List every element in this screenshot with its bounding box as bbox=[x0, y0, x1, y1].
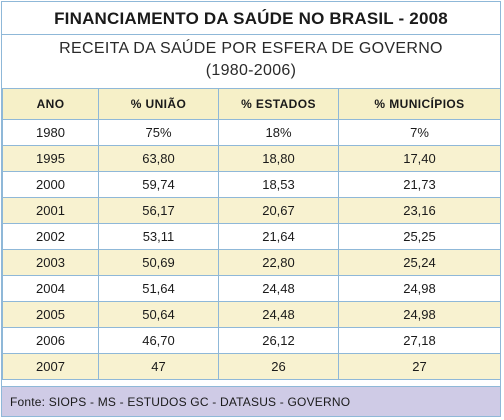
subtitle-line-2: (1980-2006) bbox=[205, 62, 297, 79]
cell-estados: 21,64 bbox=[218, 223, 339, 250]
cell-uniao: 53,11 bbox=[98, 223, 219, 250]
column-header-municipios: % MUNICÍPIOS bbox=[338, 88, 501, 120]
cell-uniao: 47 bbox=[98, 353, 219, 380]
cell-ano: 2004 bbox=[2, 275, 99, 302]
cell-ano: 2005 bbox=[2, 301, 99, 328]
cell-municipios: 25,24 bbox=[338, 249, 501, 276]
table-row: 1980 75% 18% 7% bbox=[2, 119, 501, 146]
cell-uniao: 50,69 bbox=[98, 249, 219, 276]
cell-municipios: 21,73 bbox=[338, 171, 501, 198]
cell-uniao: 46,70 bbox=[98, 327, 219, 354]
table-row: 2006 46,70 26,12 27,18 bbox=[2, 327, 501, 354]
cell-estados: 18% bbox=[218, 119, 339, 146]
cell-ano: 2001 bbox=[2, 197, 99, 224]
cell-estados: 26,12 bbox=[218, 327, 339, 354]
document-title: FINANCIAMENTO DA SAÚDE NO BRASIL - 2008 bbox=[2, 2, 500, 35]
source-footer: Fonte: SIOPS - MS - ESTUDOS GC - DATASUS… bbox=[2, 386, 500, 416]
revenue-table: ANO % UNIÃO % ESTADOS % MUNICÍPIOS 1980 … bbox=[2, 88, 501, 380]
table-row: 2007 47 26 27 bbox=[2, 353, 501, 380]
table-row: 2003 50,69 22,80 25,24 bbox=[2, 249, 501, 276]
cell-ano: 2002 bbox=[2, 223, 99, 250]
cell-estados: 18,53 bbox=[218, 171, 339, 198]
cell-municipios: 27 bbox=[338, 353, 501, 380]
table-row: 2001 56,17 20,67 23,16 bbox=[2, 197, 501, 224]
cell-municipios: 27,18 bbox=[338, 327, 501, 354]
cell-uniao: 75% bbox=[98, 119, 219, 146]
cell-uniao: 56,17 bbox=[98, 197, 219, 224]
cell-ano: 1980 bbox=[2, 119, 99, 146]
cell-ano: 1995 bbox=[2, 145, 99, 172]
cell-estados: 24,48 bbox=[218, 301, 339, 328]
table-row: 1995 63,80 18,80 17,40 bbox=[2, 145, 501, 172]
cell-ano: 2000 bbox=[2, 171, 99, 198]
table-header-row: ANO % UNIÃO % ESTADOS % MUNICÍPIOS bbox=[2, 88, 501, 120]
column-header-estados: % ESTADOS bbox=[218, 88, 339, 120]
column-header-ano: ANO bbox=[2, 88, 99, 120]
cell-estados: 24,48 bbox=[218, 275, 339, 302]
cell-estados: 18,80 bbox=[218, 145, 339, 172]
cell-uniao: 50,64 bbox=[98, 301, 219, 328]
cell-estados: 20,67 bbox=[218, 197, 339, 224]
cell-municipios: 7% bbox=[338, 119, 501, 146]
table-subtitle: RECEITA DA SAÚDE POR ESFERA DE GOVERNO (… bbox=[2, 35, 500, 87]
cell-uniao: 59,74 bbox=[98, 171, 219, 198]
cell-municipios: 17,40 bbox=[338, 145, 501, 172]
cell-municipios: 24,98 bbox=[338, 301, 501, 328]
table-row: 2005 50,64 24,48 24,98 bbox=[2, 301, 501, 328]
cell-uniao: 63,80 bbox=[98, 145, 219, 172]
subtitle-line-1: RECEITA DA SAÚDE POR ESFERA DE GOVERNO bbox=[59, 40, 443, 57]
column-header-uniao: % UNIÃO bbox=[98, 88, 219, 120]
cell-municipios: 24,98 bbox=[338, 275, 501, 302]
cell-municipios: 25,25 bbox=[338, 223, 501, 250]
table-row: 2000 59,74 18,53 21,73 bbox=[2, 171, 501, 198]
cell-estados: 22,80 bbox=[218, 249, 339, 276]
cell-uniao: 51,64 bbox=[98, 275, 219, 302]
cell-municipios: 23,16 bbox=[338, 197, 501, 224]
cell-ano: 2006 bbox=[2, 327, 99, 354]
cell-ano: 2007 bbox=[2, 353, 99, 380]
table-row: 2004 51,64 24,48 24,98 bbox=[2, 275, 501, 302]
cell-estados: 26 bbox=[218, 353, 339, 380]
table-row: 2002 53,11 21,64 25,25 bbox=[2, 223, 501, 250]
cell-ano: 2003 bbox=[2, 249, 99, 276]
